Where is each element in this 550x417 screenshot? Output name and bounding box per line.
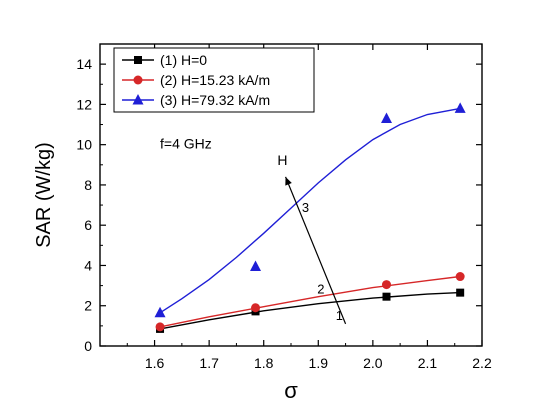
legend: (1) H=0 (2) H=15.23 kA/m (3) H=79.32 kA/m xyxy=(113,47,315,113)
data-point-triangle xyxy=(381,112,392,123)
y-tick-label: 6 xyxy=(84,217,92,233)
y-tick-label: 0 xyxy=(84,338,92,354)
data-point-square xyxy=(382,292,391,301)
data-point-square xyxy=(134,56,142,64)
annotations: f=4 GHz H 12 3 xyxy=(160,136,347,325)
series-1 xyxy=(156,288,465,333)
legend-label-1: (1) H=0 xyxy=(160,52,207,68)
legend-label-3: (3) H=79.32 kA/m xyxy=(160,92,270,108)
y-tick-label: 14 xyxy=(76,56,92,72)
frequency-label: f=4 GHz xyxy=(160,136,212,152)
data-point-circle xyxy=(382,280,391,290)
y-tick-label: 2 xyxy=(84,298,92,314)
curve-label-1: 1 xyxy=(336,308,343,323)
x-tick-label: 1.7 xyxy=(199,355,219,371)
x-axis-title: σ xyxy=(284,378,298,403)
data-point-triangle xyxy=(154,306,166,318)
data-point-circle xyxy=(133,75,143,85)
y-tick-label: 8 xyxy=(84,177,92,193)
y-tick-label: 10 xyxy=(76,137,92,153)
data-point-circle xyxy=(251,303,261,313)
x-tick-label: 1.6 xyxy=(145,355,165,371)
y-axis-title: SAR (W/kg) xyxy=(33,142,55,248)
data-point-circle xyxy=(155,322,165,332)
series-line xyxy=(159,107,461,314)
data-point-square xyxy=(456,288,465,297)
series-group xyxy=(154,102,466,333)
curve-label-2: 2 xyxy=(317,282,324,297)
x-tick-label: 2.0 xyxy=(363,355,383,371)
x-tick-label: 1.8 xyxy=(254,355,274,371)
curve-label-3: 3 xyxy=(302,200,309,215)
x-tick-label: 2.2 xyxy=(472,355,492,371)
data-point-triangle xyxy=(454,102,466,113)
data-point-circle xyxy=(455,272,465,282)
y-tick-label: 12 xyxy=(76,96,92,112)
series-2 xyxy=(155,272,465,332)
series-line xyxy=(159,291,461,330)
y-tick-label: 4 xyxy=(84,257,92,273)
field-arrow-label: H xyxy=(277,152,287,168)
data-point-triangle xyxy=(250,260,262,271)
field-arrow-line xyxy=(284,176,347,325)
field-arrow-head xyxy=(285,176,292,186)
x-tick-label: 1.9 xyxy=(309,355,329,371)
x-tick-label: 2.1 xyxy=(418,355,438,371)
legend-label-2: (2) H=15.23 kA/m xyxy=(160,72,270,88)
data-point-triangle xyxy=(132,94,144,105)
series-line xyxy=(159,275,461,328)
series-3 xyxy=(154,102,466,318)
